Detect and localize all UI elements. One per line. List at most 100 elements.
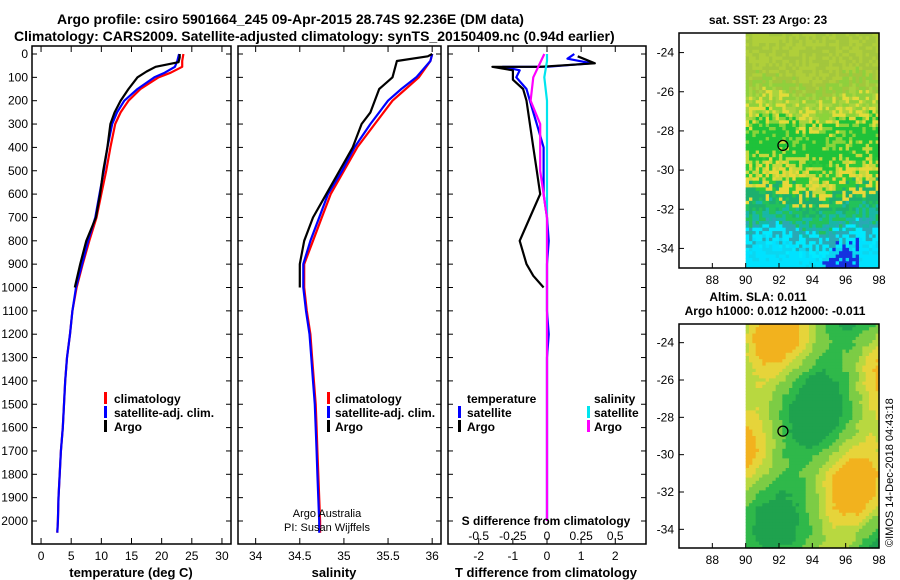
map-cell (762, 413, 767, 418)
map-cell (829, 436, 833, 440)
map-cell (799, 200, 803, 205)
map-cell (839, 200, 843, 205)
map-cell (749, 210, 753, 215)
map-cell (872, 157, 877, 162)
map-cell (792, 157, 797, 162)
map-cell (865, 153, 870, 158)
map-cell (865, 133, 870, 138)
map-cell (855, 381, 860, 386)
map-cell (845, 187, 850, 192)
map-cell (765, 36, 770, 41)
map-cell (759, 214, 763, 219)
map-cell (815, 241, 820, 246)
map-cell (785, 116, 790, 121)
map-cell (842, 167, 847, 172)
map-cell (822, 340, 827, 344)
map-cell (785, 410, 790, 415)
map-cell (855, 147, 860, 152)
map-cell (845, 66, 850, 71)
map-cell (765, 147, 770, 152)
map-cell (775, 73, 780, 78)
map-cell (769, 46, 773, 51)
map-cell (835, 247, 840, 252)
map-cell (765, 333, 770, 338)
map-cell (752, 106, 757, 111)
map-cell (865, 113, 870, 118)
map-cell (785, 137, 790, 142)
map-cell (805, 384, 810, 389)
map-cell (835, 210, 840, 215)
map-cell (859, 336, 863, 341)
map-cell (775, 140, 780, 145)
map-cell (782, 157, 787, 162)
map-cell (869, 157, 873, 162)
map-cell (825, 227, 830, 232)
map-cell (769, 356, 773, 360)
map-cell (865, 210, 870, 215)
map-cell (832, 137, 837, 142)
map-cell (785, 180, 790, 185)
map-cell (802, 359, 807, 363)
map-cell (809, 147, 813, 152)
map-cell (762, 224, 767, 229)
map-cell (785, 439, 790, 443)
map-cell (872, 120, 877, 125)
map-cell (792, 80, 797, 84)
map-cell (799, 231, 803, 236)
map-cell (752, 468, 757, 472)
map-cell (749, 426, 753, 431)
map-cell (839, 346, 843, 351)
map-cell (809, 127, 813, 131)
map-cell (775, 464, 780, 469)
map-cell (842, 461, 847, 466)
map-cell (802, 80, 807, 84)
map-cell (752, 113, 757, 118)
map-cell (852, 410, 857, 415)
map-cell (779, 221, 783, 225)
map-cell (825, 36, 830, 41)
map-cell (749, 432, 753, 437)
map-cell (832, 436, 837, 440)
map-cell (775, 452, 780, 456)
map-cell (875, 234, 880, 239)
map-cell (815, 204, 820, 209)
map-cell (745, 426, 750, 431)
map-cell (819, 197, 823, 202)
map-cell (815, 404, 820, 408)
map-cell (869, 471, 873, 475)
map-cell (805, 458, 810, 463)
map-cell (829, 224, 833, 229)
map-cell (779, 445, 783, 450)
map-cell (875, 43, 880, 48)
map-cell (762, 217, 767, 222)
map-cell (839, 452, 843, 456)
map-cell (812, 163, 817, 168)
map-cell (802, 368, 807, 373)
map-cell (759, 76, 763, 81)
map-cell (762, 207, 767, 212)
map-cell (759, 143, 763, 148)
map-cell (829, 86, 833, 91)
map-cell (832, 343, 837, 347)
map-cell (842, 163, 847, 168)
map-cell (862, 53, 867, 58)
map-cell (799, 388, 803, 392)
map-cell (822, 330, 827, 335)
map-cell (775, 394, 780, 399)
map-cell (839, 110, 843, 115)
map-cell (865, 327, 870, 331)
map-cell (835, 100, 840, 105)
map-cell (829, 59, 833, 64)
map-cell (759, 86, 763, 91)
map-cell (749, 356, 753, 360)
map-cell (759, 123, 763, 128)
map-cell (775, 241, 780, 246)
map-cell (749, 333, 753, 338)
map-cell (862, 100, 867, 105)
map-cell (785, 445, 790, 450)
map-cell (779, 372, 783, 376)
map-cell (749, 394, 753, 399)
map-cell (755, 174, 760, 178)
map-cell (822, 157, 827, 162)
